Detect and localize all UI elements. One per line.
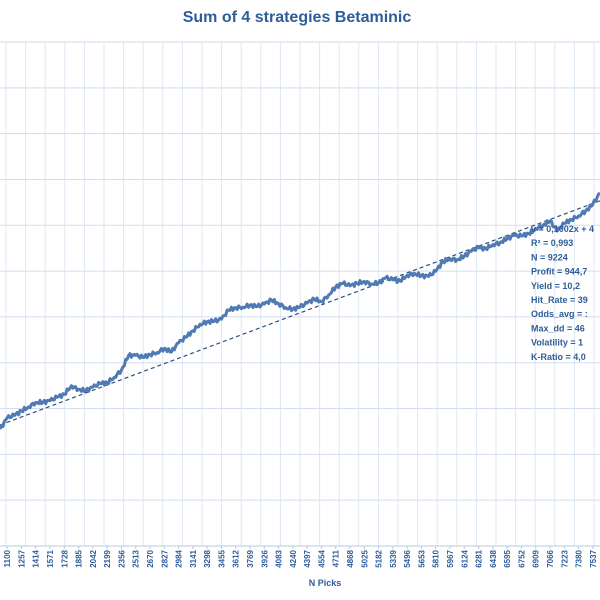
- stat-line: Volatility = 1: [531, 338, 583, 348]
- x-tick-label: 5025: [360, 549, 369, 567]
- stat-line: R² = 0,993: [531, 238, 573, 248]
- x-tick-label: 1257: [17, 549, 26, 567]
- stat-line: y = 0,1002x + 4: [531, 224, 594, 234]
- x-tick-label: 2042: [89, 549, 98, 567]
- x-tick-label: 4083: [275, 549, 284, 567]
- x-tick-label: 6909: [532, 549, 541, 567]
- stat-line: K-Ratio = 4,0: [531, 352, 586, 362]
- x-tick-label: 3612: [232, 549, 241, 567]
- x-tick-label: 4711: [332, 549, 341, 567]
- x-tick-label: 1728: [60, 549, 69, 567]
- x-tick-label: 6438: [489, 549, 498, 567]
- x-tick-label: 4868: [346, 549, 355, 567]
- x-tick-label: 4240: [289, 549, 298, 567]
- x-tick-label: 5967: [446, 549, 455, 567]
- x-tick-label: 7066: [546, 549, 555, 567]
- x-tick-label: 1414: [32, 549, 41, 567]
- stat-line: Profit = 944,7: [531, 267, 587, 277]
- x-tick-label: 1100: [3, 549, 12, 567]
- x-tick-label: 7537: [589, 549, 598, 567]
- x-tick-label: 6595: [503, 549, 512, 567]
- trendline-path: [0, 200, 600, 426]
- x-tick-label: 4397: [303, 549, 312, 567]
- x-tick-label: 5339: [389, 549, 398, 567]
- x-tick-label: 4554: [317, 549, 326, 567]
- x-tick-label: 3298: [203, 549, 212, 567]
- x-axis-ticks: 1100 1257 1414 1571 1728 1885 2042 2199 2356 2513…: [3, 546, 598, 568]
- x-tick-label: 2827: [160, 549, 169, 567]
- x-tick-label: 2984: [175, 549, 184, 567]
- stat-line: N = 9224: [531, 252, 568, 262]
- x-tick-label: 3141: [189, 549, 198, 567]
- stats-box: y = 0,1002x + 4 R² = 0,993 N = 9224 Profit …: [531, 224, 594, 362]
- stat-line: Yield = 10,2: [531, 281, 580, 291]
- x-tick-label: 7223: [560, 549, 569, 567]
- x-tick-label: 7380: [575, 549, 584, 567]
- x-tick-label: 6124: [460, 549, 469, 567]
- x-tick-label: 5496: [403, 549, 412, 567]
- x-tick-label: 2199: [103, 549, 112, 567]
- x-tick-label: 2356: [117, 549, 126, 567]
- trendline: [0, 200, 600, 426]
- series: [0, 191, 600, 430]
- x-tick-label: 2670: [146, 549, 155, 567]
- x-tick-label: 5810: [432, 549, 441, 567]
- x-tick-label: 3926: [260, 549, 269, 567]
- x-tick-label: 5182: [375, 549, 384, 567]
- x-tick-label: 2513: [132, 549, 141, 567]
- x-tick-label: 5653: [417, 549, 426, 567]
- x-tick-label: 3455: [217, 549, 226, 567]
- gridlines: [0, 41, 600, 547]
- x-tick-label: 1571: [46, 549, 55, 567]
- x-tick-label: 3769: [246, 549, 255, 567]
- series-line: [0, 191, 600, 430]
- stat-line: Odds_avg = :: [531, 309, 588, 319]
- x-tick-label: 1885: [75, 549, 84, 567]
- stat-line: Max_dd = 46: [531, 323, 585, 333]
- x-axis-title: N Picks: [309, 578, 342, 588]
- x-tick-label: 6281: [475, 549, 484, 567]
- x-tick-label: 6752: [517, 549, 526, 567]
- chart-title: Sum of 4 strategies Betaminic: [183, 9, 412, 26]
- stat-line: Hit_Rate = 39: [531, 295, 588, 305]
